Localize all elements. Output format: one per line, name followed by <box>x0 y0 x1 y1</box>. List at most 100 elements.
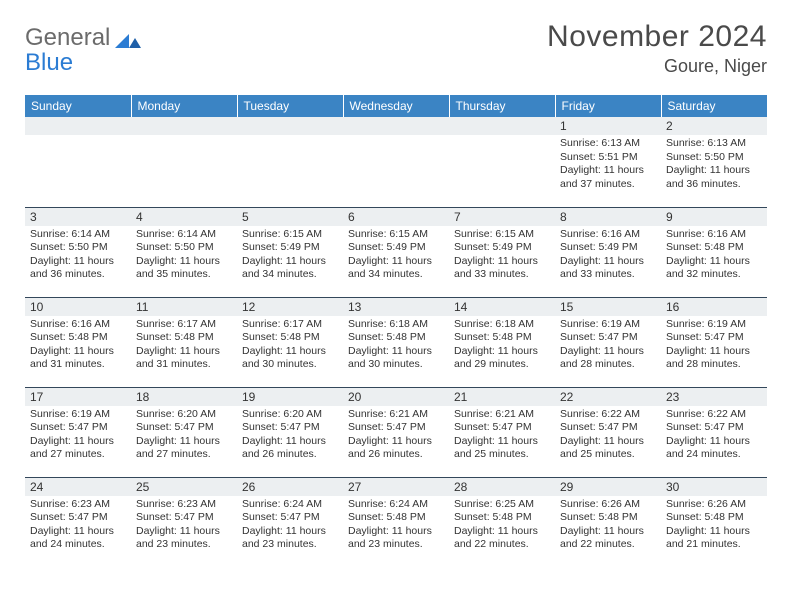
sunrise-text: Sunrise: 6:14 AM <box>30 228 126 242</box>
calendar-day-cell: 28Sunrise: 6:25 AMSunset: 5:48 PMDayligh… <box>449 477 555 567</box>
sunrise-text: Sunrise: 6:21 AM <box>348 408 444 422</box>
sunrise-text: Sunrise: 6:26 AM <box>560 498 656 512</box>
daylight-text: Daylight: 11 hours and 32 minutes. <box>666 255 762 282</box>
day-content: Sunrise: 6:16 AMSunset: 5:49 PMDaylight:… <box>555 226 661 289</box>
sunset-text: Sunset: 5:48 PM <box>136 331 232 345</box>
calendar-day-cell: 6 Sunrise: 6:15 AMSunset: 5:49 PMDaylight… <box>343 207 449 297</box>
calendar-day-cell: 26Sunrise: 6:24 AMSunset: 5:47 PMDayligh… <box>237 477 343 567</box>
calendar-day-cell: 19Sunrise: 6:20 AMSunset: 5:47 PMDayligh… <box>237 387 343 477</box>
sunrise-text: Sunrise: 6:18 AM <box>348 318 444 332</box>
day-content: Sunrise: 6:26 AMSunset: 5:48 PMDaylight:… <box>555 496 661 559</box>
sunset-text: Sunset: 5:48 PM <box>348 331 444 345</box>
sunset-text: Sunset: 5:47 PM <box>242 511 338 525</box>
day-content: Sunrise: 6:23 AMSunset: 5:47 PMDaylight:… <box>131 496 237 559</box>
calendar-day-cell: 24Sunrise: 6:23 AMSunset: 5:47 PMDayligh… <box>25 477 131 567</box>
sunrise-text: Sunrise: 6:15 AM <box>242 228 338 242</box>
day-content: Sunrise: 6:14 AMSunset: 5:50 PMDaylight:… <box>25 226 131 289</box>
sunrise-text: Sunrise: 6:20 AM <box>242 408 338 422</box>
page-title: November 2024 <box>547 20 767 54</box>
weekday-monday: Monday <box>131 95 237 117</box>
day-number: 19 <box>237 388 343 406</box>
weekday-wednesday: Wednesday <box>343 95 449 117</box>
day-number: 25 <box>131 478 237 496</box>
calendar-day-cell: 21Sunrise: 6:21 AMSunset: 5:47 PMDayligh… <box>449 387 555 477</box>
day-number: 12 <box>237 298 343 316</box>
sunset-text: Sunset: 5:48 PM <box>242 331 338 345</box>
calendar-day-cell: 13Sunrise: 6:18 AMSunset: 5:48 PMDayligh… <box>343 297 449 387</box>
sunrise-text: Sunrise: 6:13 AM <box>560 137 656 151</box>
calendar-day-cell: 3Sunrise: 6:14 AMSunset: 5:50 PMDaylight… <box>25 207 131 297</box>
weekday-thursday: Thursday <box>449 95 555 117</box>
sunrise-text: Sunrise: 6:20 AM <box>136 408 232 422</box>
day-number: 8 <box>555 208 661 226</box>
sunset-text: Sunset: 5:49 PM <box>560 241 656 255</box>
daylight-text: Daylight: 11 hours and 37 minutes. <box>560 164 656 191</box>
sunrise-text: Sunrise: 6:16 AM <box>560 228 656 242</box>
sunrise-text: Sunrise: 6:19 AM <box>30 408 126 422</box>
calendar-day-cell: 2Sunrise: 6:13 AMSunset: 5:50 PMDaylight… <box>661 117 767 207</box>
daylight-text: Daylight: 11 hours and 22 minutes. <box>560 525 656 552</box>
sunrise-text: Sunrise: 6:17 AM <box>136 318 232 332</box>
sunset-text: Sunset: 5:48 PM <box>348 511 444 525</box>
sunset-text: Sunset: 5:49 PM <box>348 241 444 255</box>
day-number <box>449 117 555 135</box>
day-content: Sunrise: 6:15 AMSunset: 5:49 PMDaylight:… <box>237 226 343 289</box>
day-content: Sunrise: 6:24 AMSunset: 5:48 PMDaylight:… <box>343 496 449 559</box>
sunset-text: Sunset: 5:48 PM <box>454 331 550 345</box>
calendar-day-cell: 12Sunrise: 6:17 AMSunset: 5:48 PMDayligh… <box>237 297 343 387</box>
calendar-week-row: 1Sunrise: 6:13 AMSunset: 5:51 PMDaylight… <box>25 117 767 207</box>
daylight-text: Daylight: 11 hours and 25 minutes. <box>454 435 550 462</box>
daylight-text: Daylight: 11 hours and 34 minutes. <box>348 255 444 282</box>
calendar-week-row: 10Sunrise: 6:16 AMSunset: 5:48 PMDayligh… <box>25 297 767 387</box>
day-content <box>25 135 131 143</box>
day-content: Sunrise: 6:18 AMSunset: 5:48 PMDaylight:… <box>343 316 449 379</box>
day-number: 3 <box>25 208 131 226</box>
calendar-day-cell: 4Sunrise: 6:14 AMSunset: 5:50 PMDaylight… <box>131 207 237 297</box>
calendar-day-cell: 27Sunrise: 6:24 AMSunset: 5:48 PMDayligh… <box>343 477 449 567</box>
sunset-text: Sunset: 5:50 PM <box>666 151 762 165</box>
day-number: 2 <box>661 117 767 135</box>
day-number: 17 <box>25 388 131 406</box>
sunrise-text: Sunrise: 6:19 AM <box>560 318 656 332</box>
day-number: 11 <box>131 298 237 316</box>
sunrise-text: Sunrise: 6:26 AM <box>666 498 762 512</box>
sunrise-text: Sunrise: 6:23 AM <box>136 498 232 512</box>
sunset-text: Sunset: 5:47 PM <box>348 421 444 435</box>
daylight-text: Daylight: 11 hours and 30 minutes. <box>348 345 444 372</box>
day-number: 13 <box>343 298 449 316</box>
sunrise-text: Sunrise: 6:16 AM <box>30 318 126 332</box>
calendar-day-cell: 23Sunrise: 6:22 AMSunset: 5:47 PMDayligh… <box>661 387 767 477</box>
weekday-tuesday: Tuesday <box>237 95 343 117</box>
day-number: 23 <box>661 388 767 406</box>
day-content <box>449 135 555 143</box>
calendar-day-cell: 29Sunrise: 6:26 AMSunset: 5:48 PMDayligh… <box>555 477 661 567</box>
day-number: 20 <box>343 388 449 406</box>
calendar-day-cell <box>343 117 449 207</box>
daylight-text: Daylight: 11 hours and 31 minutes. <box>136 345 232 372</box>
day-content: Sunrise: 6:19 AMSunset: 5:47 PMDaylight:… <box>555 316 661 379</box>
daylight-text: Daylight: 11 hours and 33 minutes. <box>560 255 656 282</box>
logo: General Blue <box>25 20 141 75</box>
weekday-header-row: Sunday Monday Tuesday Wednesday Thursday… <box>25 95 767 117</box>
daylight-text: Daylight: 11 hours and 27 minutes. <box>30 435 126 462</box>
sunset-text: Sunset: 5:47 PM <box>136 421 232 435</box>
location-label: Goure, Niger <box>547 56 767 77</box>
daylight-text: Daylight: 11 hours and 27 minutes. <box>136 435 232 462</box>
daylight-text: Daylight: 11 hours and 26 minutes. <box>242 435 338 462</box>
sunset-text: Sunset: 5:47 PM <box>136 511 232 525</box>
day-number: 30 <box>661 478 767 496</box>
daylight-text: Daylight: 11 hours and 36 minutes. <box>30 255 126 282</box>
day-number: 21 <box>449 388 555 406</box>
day-number: 6 <box>343 208 449 226</box>
logo-mark-icon <box>115 30 141 53</box>
day-number <box>343 117 449 135</box>
sunset-text: Sunset: 5:47 PM <box>560 331 656 345</box>
day-number: 14 <box>449 298 555 316</box>
sunrise-text: Sunrise: 6:15 AM <box>348 228 444 242</box>
sunset-text: Sunset: 5:49 PM <box>454 241 550 255</box>
daylight-text: Daylight: 11 hours and 30 minutes. <box>242 345 338 372</box>
day-number: 18 <box>131 388 237 406</box>
calendar-day-cell: 8Sunrise: 6:16 AMSunset: 5:49 PMDaylight… <box>555 207 661 297</box>
calendar-day-cell: 15Sunrise: 6:19 AMSunset: 5:47 PMDayligh… <box>555 297 661 387</box>
day-content: Sunrise: 6:13 AMSunset: 5:51 PMDaylight:… <box>555 135 661 198</box>
